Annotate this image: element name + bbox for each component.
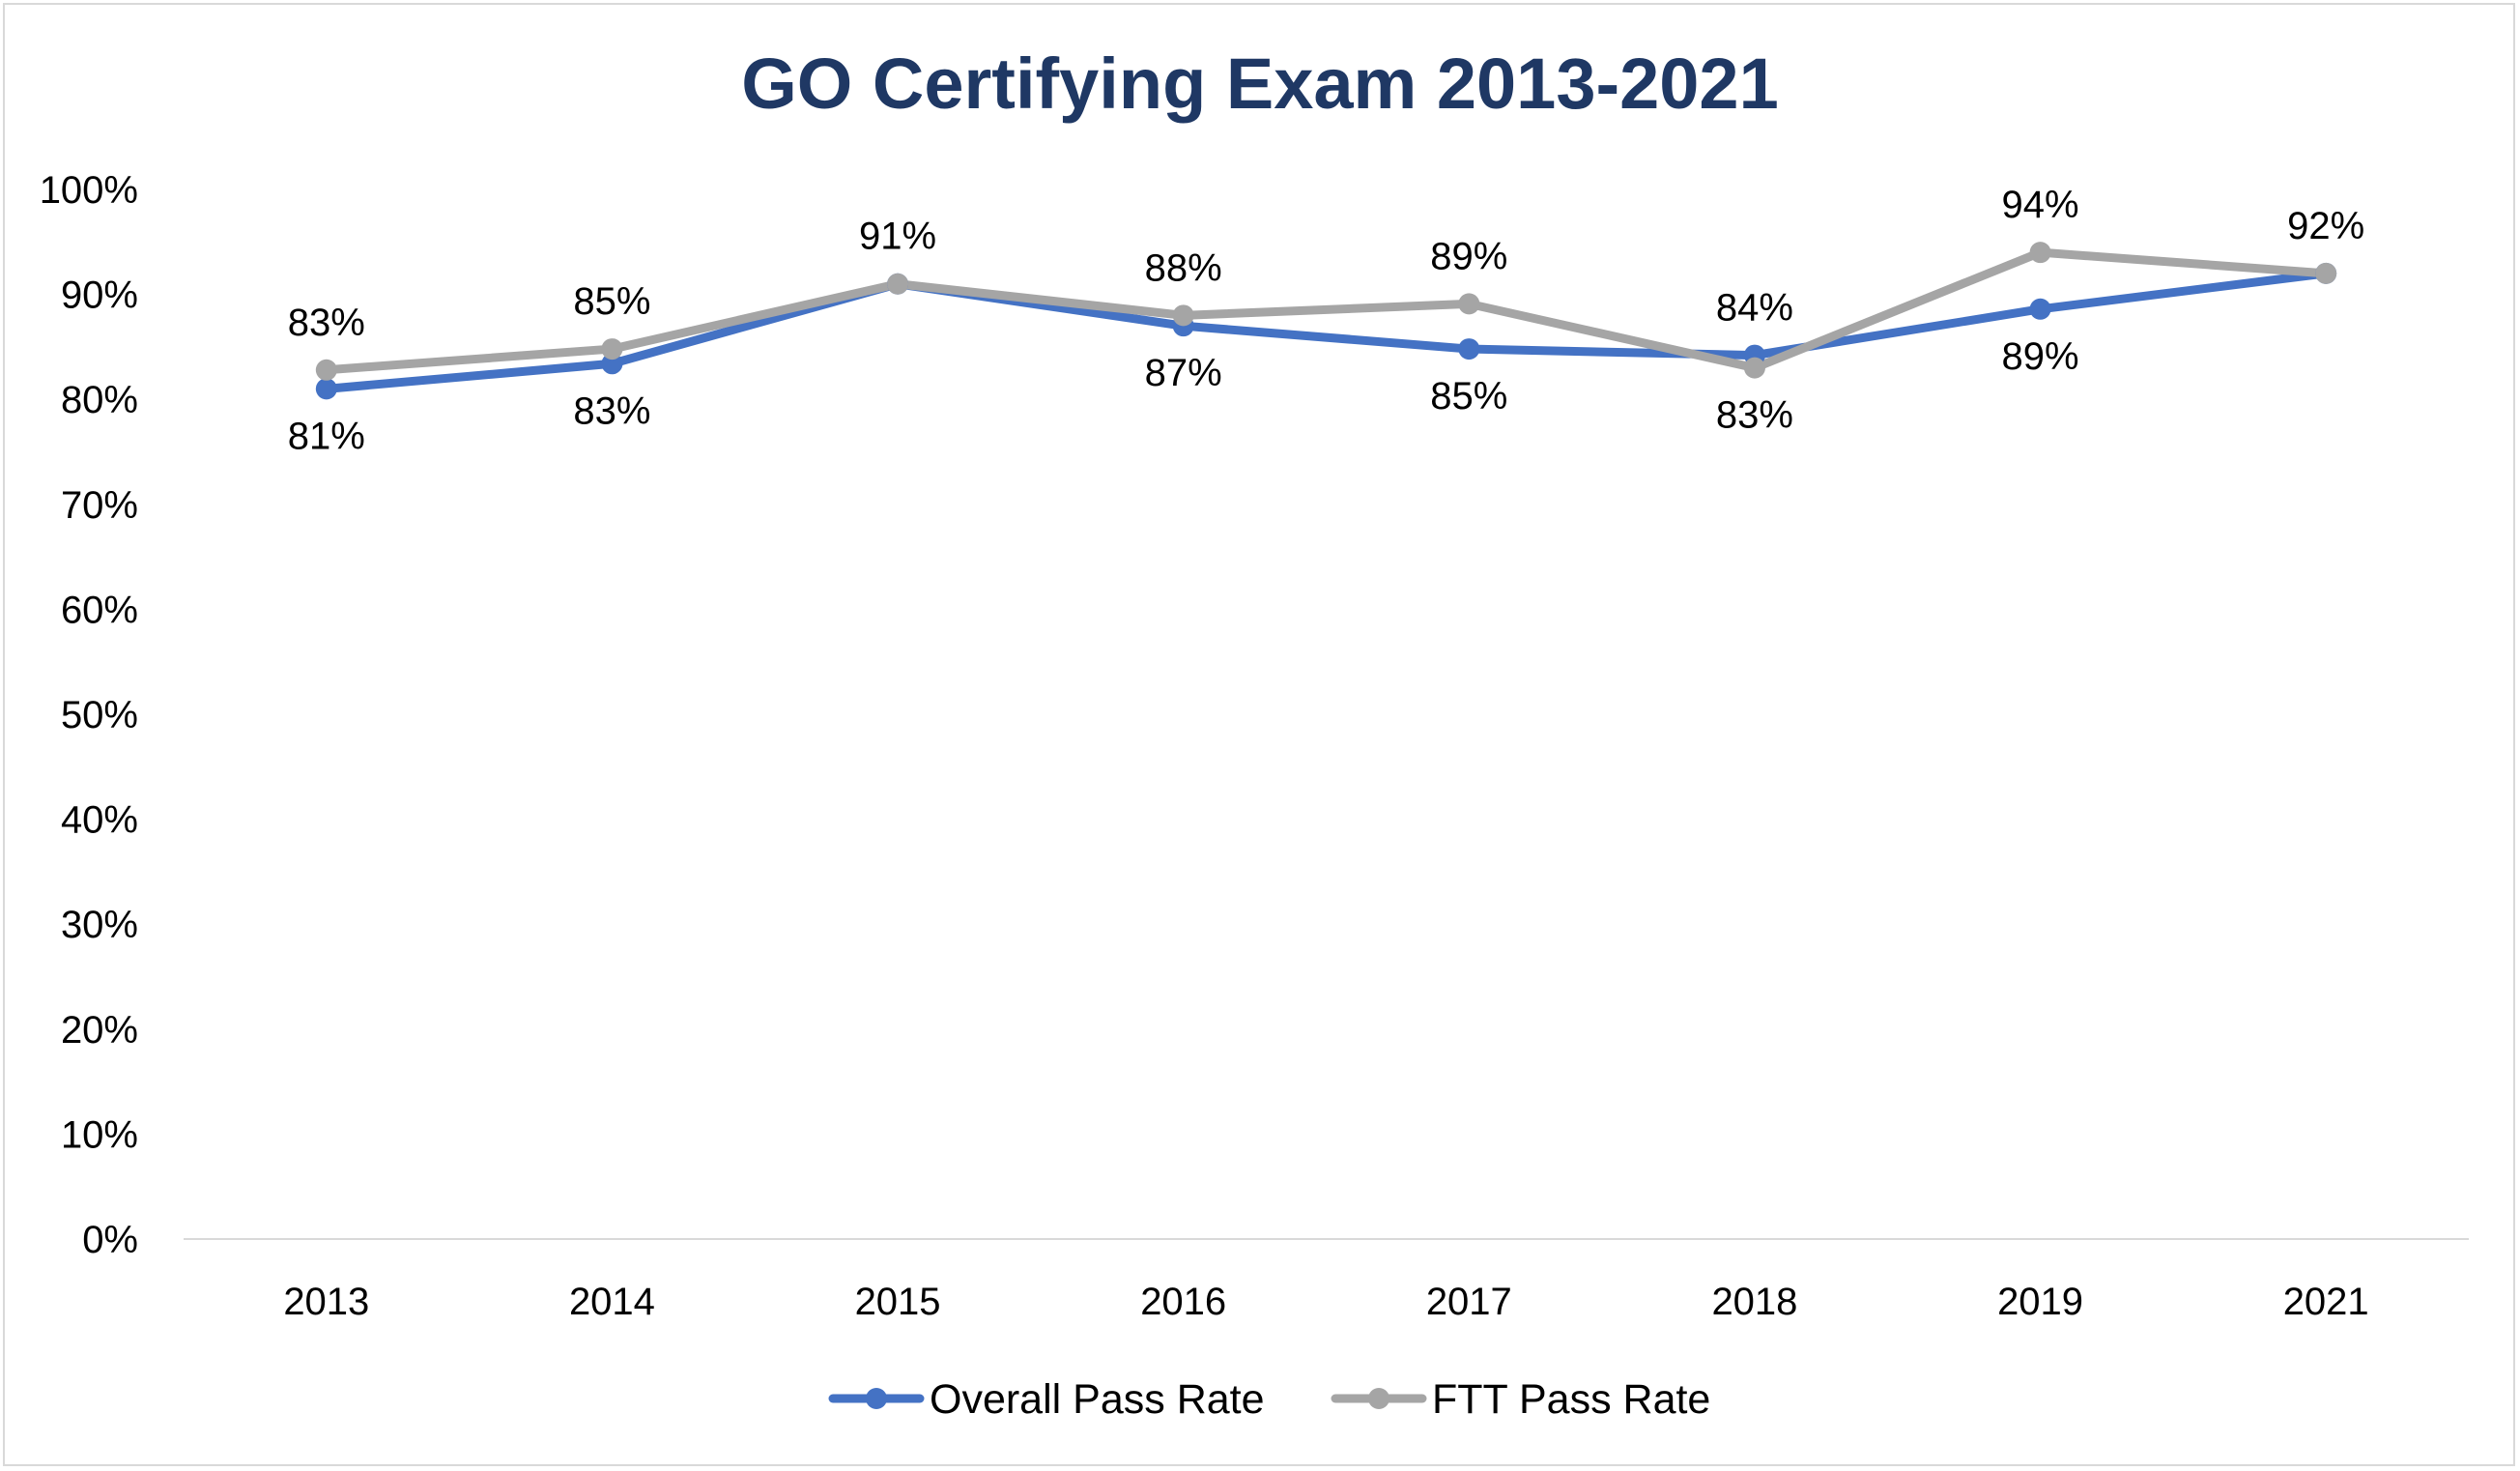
y-tick-label: 50% <box>61 694 138 736</box>
x-tick-label: 2018 <box>1711 1281 1797 1323</box>
data-label: 88% <box>1145 246 1222 289</box>
data-point-ftt <box>2315 262 2337 284</box>
y-tick-label: 30% <box>61 904 138 946</box>
data-label: 83% <box>573 389 650 432</box>
y-tick-label: 0% <box>82 1219 138 1261</box>
data-point-overall <box>315 378 337 400</box>
data-label: 85% <box>1430 375 1507 418</box>
data-point-ftt <box>2029 242 2051 264</box>
series-lines <box>322 247 2331 393</box>
series-line-ftt <box>322 247 2331 375</box>
data-label: 83% <box>288 302 365 344</box>
data-label: 81% <box>288 415 365 457</box>
series-line-overall <box>322 269 2331 393</box>
y-tick-label: 10% <box>61 1113 138 1156</box>
data-point-overall <box>2029 298 2051 320</box>
legend-label: FTT Pass Rate <box>1432 1376 1710 1423</box>
x-tick-label: 2019 <box>1997 1281 2083 1323</box>
data-label: 94% <box>2002 184 2079 226</box>
data-point-overall <box>1458 338 1480 361</box>
data-labels: 81% 83% 87% 85% 89% 83% 85% 91% 88% 89% 83% 94% 92% 8… <box>288 184 2364 457</box>
data-label: 91% <box>859 216 936 258</box>
data-point-ftt <box>887 273 909 295</box>
data-point-ftt <box>1458 293 1480 315</box>
x-tick-label: 2014 <box>569 1281 655 1323</box>
y-tick-label: 70% <box>61 484 138 527</box>
legend: Overall Pass Rate FTT Pass Rate <box>828 1376 1710 1423</box>
chart-title: GO Certifying Exam 2013-2021 <box>741 43 1779 124</box>
chart-frame <box>3 3 2515 1466</box>
x-tick-label: 2016 <box>1140 1281 1226 1323</box>
y-tick-label: 40% <box>61 799 138 842</box>
x-axis: 2013 2014 2015 2016 2017 2018 2019 2021 <box>283 1281 2368 1323</box>
y-tick-label: 90% <box>61 274 138 317</box>
series-points <box>315 242 2337 400</box>
data-point-ftt <box>601 338 623 361</box>
legend-label: Overall Pass Rate <box>930 1376 1265 1423</box>
x-tick-label: 2017 <box>1426 1281 1512 1323</box>
data-point-ftt <box>1172 304 1194 327</box>
y-tick-label: 20% <box>61 1009 138 1052</box>
data-label: 84% <box>1716 287 1793 330</box>
legend-swatch-marker <box>1368 1388 1389 1409</box>
x-tick-label: 2015 <box>855 1281 941 1323</box>
data-label: 83% <box>1716 394 1793 437</box>
data-label: 92% <box>2287 205 2364 247</box>
data-point-ftt <box>1743 357 1765 379</box>
data-label: 89% <box>2002 335 2079 378</box>
y-tick-label: 80% <box>61 379 138 421</box>
y-tick-label: 100% <box>40 169 138 212</box>
y-axis: 0% 10% 20% 30% 40% 50% 60% 70% 80% 90% 100% <box>40 169 138 1261</box>
x-tick-label: 2021 <box>2283 1281 2369 1323</box>
y-tick-label: 60% <box>61 589 138 631</box>
data-point-ftt <box>315 359 337 381</box>
data-label: 89% <box>1430 235 1507 277</box>
data-point-overall <box>601 353 623 375</box>
data-label: 85% <box>573 280 650 323</box>
legend-swatch-marker <box>866 1388 887 1409</box>
x-tick-label: 2013 <box>283 1281 369 1323</box>
data-label: 87% <box>1145 352 1222 394</box>
